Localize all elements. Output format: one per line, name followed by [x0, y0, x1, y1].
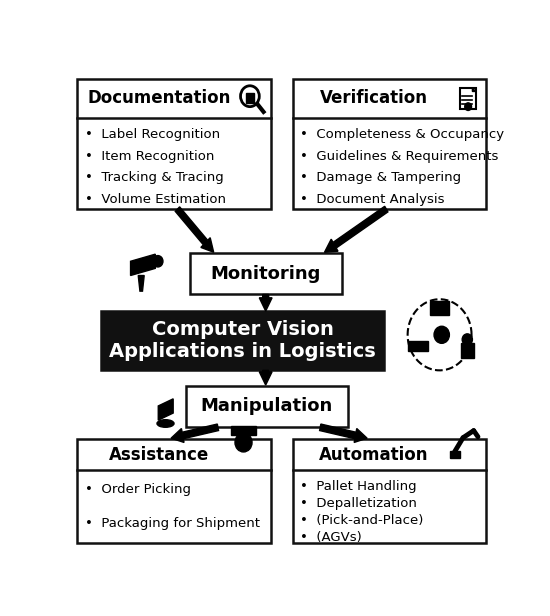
Text: •  Item Recognition: • Item Recognition [85, 150, 214, 163]
Bar [461, 343, 474, 357]
Circle shape [465, 103, 471, 110]
Bar [450, 451, 460, 458]
Text: •  Completeness & Occupancy: • Completeness & Occupancy [300, 128, 504, 141]
Polygon shape [472, 88, 476, 91]
FancyArrow shape [259, 370, 272, 385]
Polygon shape [130, 254, 155, 275]
Text: •  Tracking & Tracing: • Tracking & Tracing [85, 171, 224, 184]
Bar [430, 301, 449, 315]
Text: •  Order Picking: • Order Picking [85, 483, 191, 496]
Polygon shape [158, 399, 173, 420]
Bar [246, 94, 254, 103]
FancyArrow shape [175, 207, 213, 253]
Text: •  Pallet Handling: • Pallet Handling [300, 480, 417, 493]
Circle shape [235, 433, 252, 452]
FancyArrow shape [259, 294, 272, 311]
Text: •  Packaging for Shipment: • Packaging for Shipment [85, 517, 260, 530]
Bar [190, 253, 342, 294]
Text: •  (Pick-and-Place): • (Pick-and-Place) [300, 514, 424, 527]
Bar [293, 79, 487, 209]
Polygon shape [460, 88, 476, 108]
Bar [77, 439, 271, 543]
FancyArrow shape [324, 206, 388, 253]
Text: •  (AGVs): • (AGVs) [300, 532, 362, 545]
Bar [186, 386, 348, 428]
Text: •  Depalletization: • Depalletization [300, 497, 417, 510]
Bar [293, 439, 487, 543]
FancyArrow shape [320, 424, 367, 442]
Bar [408, 341, 428, 351]
Text: Verification: Verification [320, 89, 428, 107]
Circle shape [434, 326, 449, 343]
Text: •  Document Analysis: • Document Analysis [300, 193, 445, 206]
Text: •  Damage & Tampering: • Damage & Tampering [300, 171, 461, 184]
FancyArrow shape [171, 424, 218, 442]
Text: •  Guidelines & Requirements: • Guidelines & Requirements [300, 150, 499, 163]
Text: Assistance: Assistance [108, 446, 209, 464]
Bar [77, 79, 271, 209]
Text: Monitoring: Monitoring [211, 265, 321, 283]
Text: •  Volume Estimation: • Volume Estimation [85, 193, 226, 206]
Polygon shape [138, 275, 144, 291]
Text: Documentation: Documentation [87, 89, 230, 107]
Circle shape [462, 334, 472, 345]
Text: •  Label Recognition: • Label Recognition [85, 128, 220, 141]
Text: Manipulation: Manipulation [201, 397, 333, 415]
Bar [101, 311, 384, 370]
Circle shape [240, 86, 259, 107]
Bar [231, 426, 256, 436]
Text: Automation: Automation [319, 446, 429, 464]
Circle shape [153, 256, 163, 267]
Text: Computer Vision
Applications in Logistics: Computer Vision Applications in Logistic… [109, 320, 376, 361]
Ellipse shape [157, 419, 174, 428]
